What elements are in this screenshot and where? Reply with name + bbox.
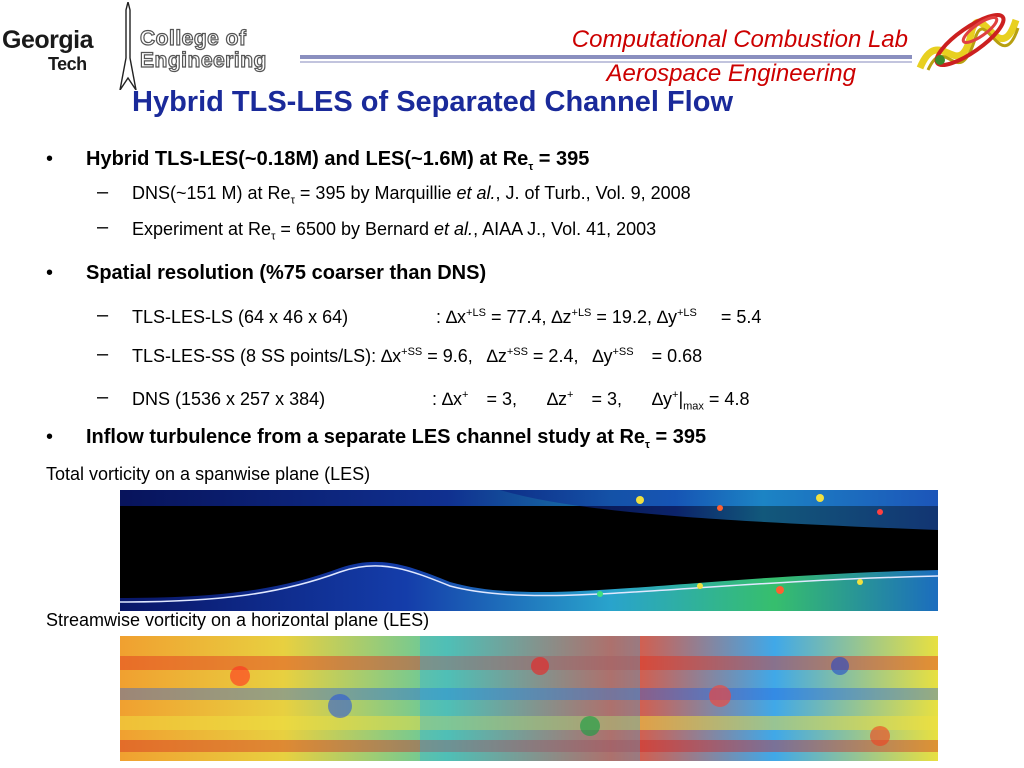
caption-total-vorticity: Total vorticity on a spanwise plane (LES…: [46, 464, 371, 484]
streamwise-vorticity-image: [120, 636, 938, 761]
bullet-marker: •: [46, 148, 54, 170]
bullet-1-text: Hybrid TLS-LES(~0.18M) and LES(~1.6M) at…: [86, 148, 529, 170]
header-rule-thin: [300, 61, 912, 63]
total-vorticity-image: [120, 490, 938, 611]
dash-marker: –: [97, 343, 109, 365]
bullet-marker: •: [46, 426, 54, 448]
sub-bullet-tls-les-ls: TLS-LES-LS (64 x 46 x 64): [132, 307, 349, 327]
bullet-3: Inflow turbulence from a separate LES ch…: [86, 426, 707, 451]
slide-title: Hybrid TLS-LES of Separated Channel Flow: [132, 86, 733, 118]
caption-streamwise-vorticity: Streamwise vorticity on a horizontal pla…: [46, 610, 430, 630]
sub-bullet-dns-ref: DNS(~151 M) at Reτ = 395 by Marquillie e…: [132, 183, 691, 207]
tls-les-ls-values: : ∆x+LS = 77.4, ∆z+LS = 19.2, ∆y+LS = 5.4: [436, 307, 762, 327]
dash-marker: –: [97, 181, 109, 203]
georgia-tech-logo: Georgia Tech: [2, 28, 93, 76]
tau-symbol: τ: [528, 161, 534, 173]
gt-spire-icon: [119, 2, 137, 90]
dns-values: : ∆x+ = 3, ∆z+ = 3, ∆y+|max = 4.8: [432, 389, 750, 413]
bullet-1: Hybrid TLS-LES(~0.18M) and LES(~1.6M) at…: [86, 148, 589, 173]
helix-flame-icon: [916, 13, 1020, 71]
bullet-2: Spatial resolution (%75 coarser than DNS…: [86, 262, 487, 284]
logo-line-engineering: Engineering: [139, 49, 267, 72]
lab-name: Computational Combustion Lab: [571, 26, 908, 53]
header-rule: [300, 55, 912, 59]
department-name: Aerospace Engineering: [606, 60, 856, 87]
bullet-marker: •: [46, 262, 54, 284]
logo-line-tech: Tech: [48, 54, 87, 74]
logo-line-college: College of: [139, 27, 247, 50]
college-of-engineering-logo: College of Engineering: [139, 27, 267, 72]
sub-bullet-experiment-ref: Experiment at Reτ = 6500 by Bernard et a…: [132, 219, 657, 243]
dash-marker: –: [97, 386, 109, 408]
dash-marker: –: [97, 216, 109, 238]
bullet-1-tail: = 395: [533, 148, 590, 170]
dash-marker: –: [97, 304, 109, 326]
sub-bullet-tls-les-ss: TLS-LES-SS (8 SS points/LS): ∆x+SS = 9.6…: [132, 346, 703, 366]
sub-bullet-dns: DNS (1536 x 257 x 384): [132, 389, 326, 409]
logo-line-georgia: Georgia: [2, 26, 93, 54]
